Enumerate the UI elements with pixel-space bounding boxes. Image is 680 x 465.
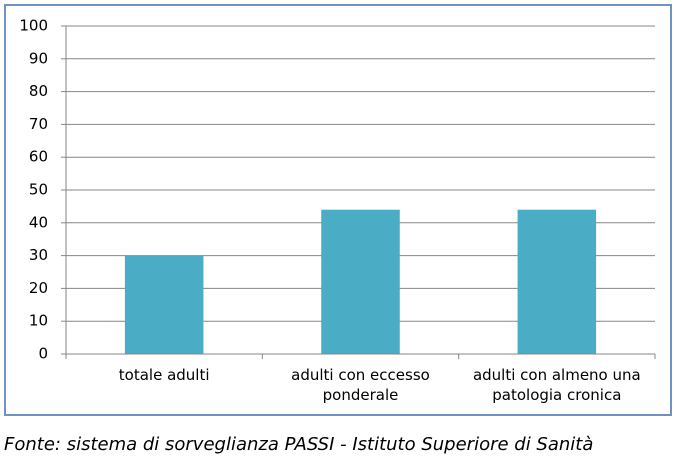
caption: Fonte: sistema di sorveglianza PASSI - I… — [4, 434, 594, 455]
bar — [321, 209, 400, 354]
y-tick-label: 40 — [29, 213, 48, 231]
y-tick-label: 30 — [29, 246, 48, 264]
y-tick-label: 10 — [29, 312, 48, 330]
y-tick-label: 0 — [38, 345, 48, 363]
y-tick-label: 90 — [29, 49, 48, 67]
y-tick-label: 70 — [29, 115, 48, 133]
y-tick-label: 50 — [29, 181, 48, 199]
x-tick-label: adulti con eccesso ponderale — [291, 366, 430, 404]
x-tick-label: adulti con almeno una patologia cronica — [472, 366, 641, 404]
bar — [124, 255, 204, 354]
y-tick-label: 20 — [29, 279, 48, 297]
x-tick-label: totale adulti — [118, 366, 210, 384]
y-tick-label: 60 — [29, 148, 48, 166]
y-tick-label: 100 — [19, 17, 48, 35]
bar — [517, 209, 597, 354]
y-tick-label: 80 — [29, 82, 48, 100]
